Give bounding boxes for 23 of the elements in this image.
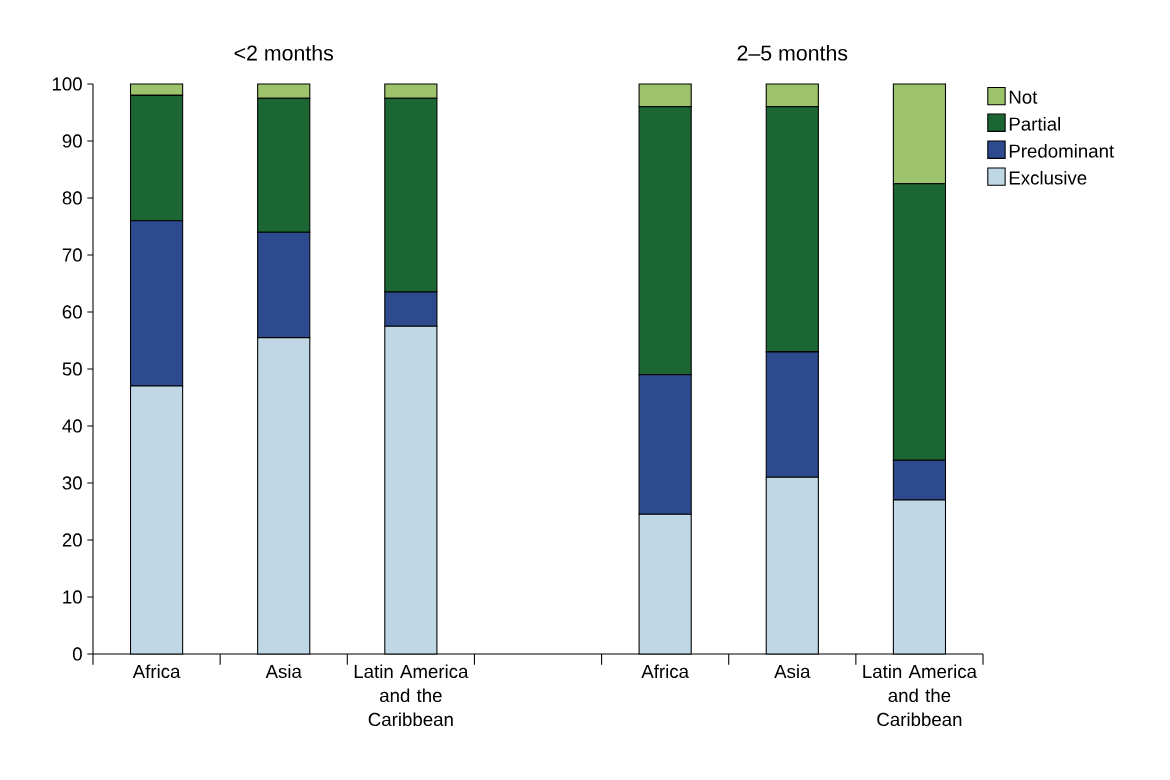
x-tick-label: Africa — [641, 664, 690, 679]
legend-label: Exclusive — [1009, 170, 1087, 185]
y-tick-label: 50 — [62, 362, 82, 376]
legend-label: Predominant — [1009, 143, 1115, 158]
x-tick-label: Asia — [265, 664, 302, 679]
legend-label: Not — [1009, 90, 1038, 104]
y-tick-label: 60 — [62, 305, 82, 319]
text: <2 months — [234, 44, 334, 61]
y-tick-label: 100 — [52, 77, 82, 91]
x-tick-label: Asia — [774, 664, 811, 679]
y-tick-label: 90 — [62, 134, 82, 148]
x-tick-label: Latin America and the Caribbean — [863, 664, 977, 727]
y-tick-label: 10 — [63, 590, 82, 604]
text: 2–5 months — [737, 44, 848, 61]
y-tick-label: 20 — [62, 533, 82, 547]
y-tick-label: 30 — [62, 476, 82, 490]
y-tick-label: 80 — [62, 191, 82, 205]
y-tick-label: 70 — [62, 248, 82, 262]
legend-label: Partial — [1009, 116, 1060, 131]
x-tick-label: Latin America and the Caribbean — [354, 664, 469, 727]
y-tick-label: 40 — [62, 419, 82, 433]
y-tick-label: 0 — [72, 647, 82, 661]
x-tick-label: Africa — [132, 664, 181, 679]
